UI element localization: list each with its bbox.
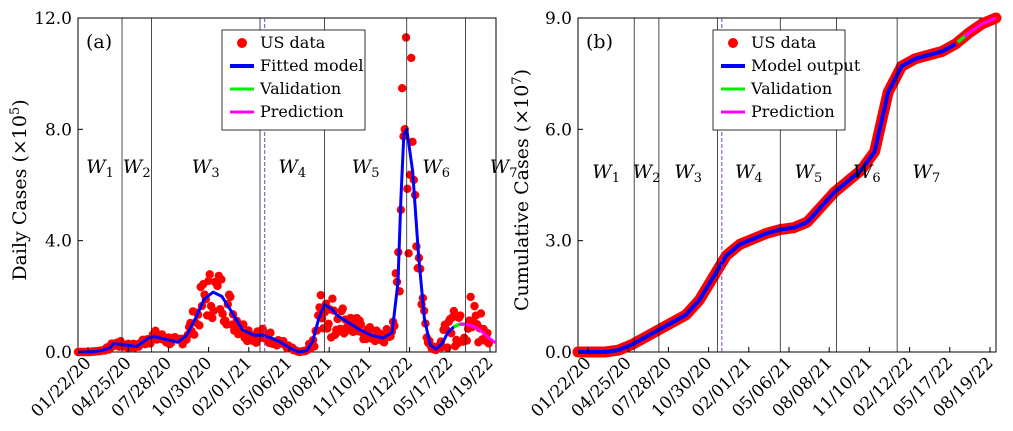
data-point bbox=[204, 276, 213, 286]
legend-entry: Fitted model bbox=[260, 56, 364, 75]
data-point bbox=[403, 184, 412, 193]
data-point bbox=[208, 313, 217, 323]
y-tick-label: 6.0 bbox=[545, 120, 572, 140]
legend-marker bbox=[237, 38, 247, 48]
data-point bbox=[408, 137, 417, 147]
y-tick-label: 8.0 bbox=[45, 120, 72, 140]
wave-label: W4 bbox=[735, 161, 763, 186]
data-point bbox=[470, 301, 479, 311]
data-point bbox=[449, 306, 459, 316]
data-point bbox=[443, 343, 452, 352]
wave-label: W1 bbox=[86, 156, 114, 181]
legend-marker bbox=[728, 38, 738, 48]
wave-label: W2 bbox=[123, 156, 151, 181]
legend-entry: US data bbox=[260, 33, 326, 52]
data-point bbox=[328, 294, 337, 303]
y-tick-label: 12.0 bbox=[34, 9, 72, 29]
wave-label: W2 bbox=[633, 161, 661, 186]
data-point bbox=[217, 275, 226, 284]
data-point bbox=[462, 336, 471, 345]
data-point bbox=[209, 306, 218, 316]
y-tick-label: 9.0 bbox=[545, 9, 572, 29]
panel-b-ylabel: Cumulative Cases (×107) bbox=[510, 69, 533, 311]
legend-entry: Validation bbox=[750, 79, 832, 98]
y-tick-label: 3.0 bbox=[545, 232, 572, 252]
data-point bbox=[407, 53, 416, 63]
data-point bbox=[205, 270, 214, 279]
data-point bbox=[466, 292, 475, 302]
data-point bbox=[404, 249, 413, 258]
panel-b-label: (b) bbox=[586, 31, 613, 53]
panel-a-label: (a) bbox=[86, 31, 112, 53]
y-tick-label: 0.0 bbox=[45, 343, 72, 363]
data-point bbox=[190, 330, 199, 339]
data-point bbox=[226, 292, 235, 302]
legend-entry: Prediction bbox=[751, 102, 835, 121]
panel-b: 0.03.06.09.0 01/22/2004/25/2007/28/2010/… bbox=[510, 9, 1002, 422]
panel-a-legend: US data Fitted model Validation Prediction bbox=[221, 29, 366, 131]
data-point bbox=[324, 319, 333, 329]
data-point bbox=[365, 323, 375, 332]
panel-b-axes bbox=[577, 17, 997, 353]
data-point bbox=[213, 281, 222, 291]
wave-label: W6 bbox=[422, 156, 450, 181]
wave-label: W3 bbox=[674, 161, 702, 186]
data-point bbox=[401, 33, 411, 42]
wave-label: W7 bbox=[912, 161, 940, 186]
model-line bbox=[578, 42, 957, 354]
panel-b-legend: US data Model output Validation Prediction bbox=[712, 29, 861, 131]
data-point bbox=[195, 321, 204, 330]
y-tick-label: 0.0 bbox=[545, 343, 572, 363]
data-point bbox=[484, 339, 493, 348]
data-point bbox=[476, 309, 486, 318]
data-point bbox=[456, 311, 465, 320]
data-point bbox=[218, 309, 227, 319]
legend-entry: US data bbox=[751, 33, 817, 52]
y-tick-label: 4.0 bbox=[45, 232, 72, 252]
data-point bbox=[338, 304, 347, 313]
wave-label: W5 bbox=[794, 161, 822, 186]
wave-label: W5 bbox=[352, 156, 380, 181]
data-point bbox=[397, 84, 407, 93]
legend-entry: Validation bbox=[259, 79, 341, 98]
data-point bbox=[448, 313, 457, 322]
data-point bbox=[379, 338, 389, 347]
legend-entry: Prediction bbox=[260, 102, 344, 121]
wave-label: W4 bbox=[278, 156, 306, 181]
data-point bbox=[151, 326, 160, 336]
panel-a-ylabel: Daily Cases (×105) bbox=[8, 99, 31, 280]
panel-a: 0.04.08.012.0 01/22/2004/25/2007/28/2010… bbox=[8, 9, 518, 422]
wave-label: W7 bbox=[490, 156, 518, 181]
data-point bbox=[356, 320, 366, 329]
prediction-line bbox=[963, 16, 997, 38]
wave-label: W6 bbox=[853, 161, 881, 186]
wave-label: W3 bbox=[192, 156, 220, 181]
legend-entry: Model output bbox=[751, 56, 861, 75]
model-line bbox=[78, 127, 461, 354]
data-point bbox=[266, 328, 275, 337]
wave-label: W1 bbox=[592, 161, 620, 186]
data-point bbox=[316, 290, 326, 300]
